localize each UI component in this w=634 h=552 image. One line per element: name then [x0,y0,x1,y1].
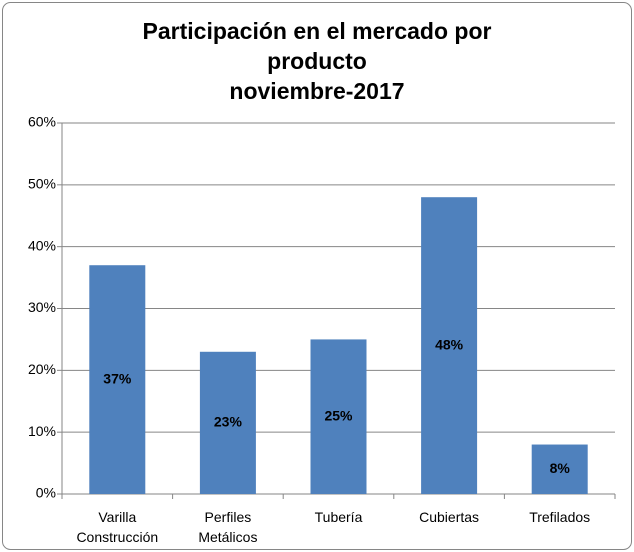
data-label: 23% [214,414,243,430]
y-tick-label: 60% [28,114,56,130]
x-tick-label: Cubiertas [419,509,480,525]
y-tick-label: 40% [28,237,56,253]
data-label: 48% [435,336,464,352]
chart-title: Participación en el mercado por producto… [142,18,492,104]
bar [199,351,256,494]
x-tick-label: Perfiles Metálicos [198,509,258,545]
bar [89,265,146,494]
y-tick-label: 0% [36,485,56,501]
bar [531,444,588,494]
x-tick-label: Varilla Construcción [76,509,159,545]
bar [421,197,478,494]
data-label: 25% [324,407,353,423]
bar [310,339,367,494]
y-tick-label: 20% [28,361,56,377]
data-label: 37% [103,370,132,386]
x-tick-label: Trefilados [529,509,591,525]
y-tick-label: 50% [28,176,56,192]
y-tick-label: 10% [28,423,56,439]
x-tick-label: Tubería [314,509,363,525]
data-label: 8% [550,460,571,476]
y-tick-label: 30% [28,299,56,315]
